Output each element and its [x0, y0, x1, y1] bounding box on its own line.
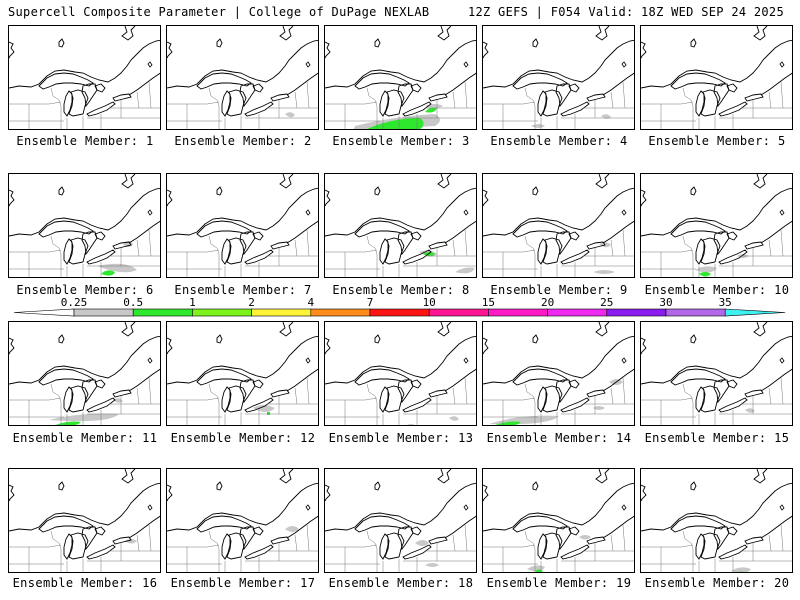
ensemble-member-label: Ensemble Member: 10 — [644, 283, 790, 297]
ensemble-member-map-2 — [166, 25, 319, 130]
colorbar-segment — [665, 308, 726, 317]
ensemble-member-map-10 — [640, 173, 793, 278]
colorbar-segment — [310, 308, 371, 317]
ensemble-member-label: Ensemble Member: 3 — [332, 134, 470, 148]
great-lakes-map — [167, 469, 318, 572]
ensemble-member-map-12 — [166, 321, 319, 426]
great-lakes-map — [325, 174, 476, 277]
great-lakes-map — [9, 322, 160, 425]
colorbar-tick-label: 10 — [422, 296, 436, 309]
ensemble-member-map-17 — [166, 468, 319, 573]
colorbar-tick-label: 2 — [248, 296, 255, 309]
great-lakes-map — [325, 322, 476, 425]
colorbar-segment — [251, 308, 312, 317]
great-lakes-map — [325, 26, 476, 129]
ensemble-member-map-15 — [640, 321, 793, 426]
ensemble-member-label: Ensemble Member: 20 — [644, 576, 790, 590]
ensemble-member-label: Ensemble Member: 4 — [490, 134, 628, 148]
great-lakes-map — [641, 469, 792, 572]
colorbar-segment — [428, 308, 489, 317]
ensemble-member-map-20 — [640, 468, 793, 573]
colorbar-segment — [488, 308, 548, 317]
ensemble-member-label: Ensemble Member: 2 — [174, 134, 312, 148]
colorbar-tick-label: 20 — [540, 296, 555, 309]
ensemble-member-map-8 — [324, 173, 477, 278]
ensemble-member-map-7 — [166, 173, 319, 278]
ensemble-member-label: Ensemble Member: 16 — [12, 576, 158, 590]
colorbar-segment — [606, 308, 667, 317]
ensemble-member-map-6 — [8, 173, 161, 278]
ensemble-member-map-19 — [482, 468, 635, 573]
ensemble-member-label: Ensemble Member: 9 — [490, 283, 628, 297]
great-lakes-map — [9, 174, 160, 277]
colorbar-segment — [547, 308, 608, 317]
colorbar-segment — [369, 308, 430, 317]
ensemble-member-label: Ensemble Member: 1 — [16, 134, 154, 148]
colorbar-tick-label: 1 — [189, 296, 196, 309]
great-lakes-map — [9, 469, 160, 572]
ensemble-member-map-16 — [8, 468, 161, 573]
great-lakes-map — [483, 322, 634, 425]
ensemble-member-map-9 — [482, 173, 635, 278]
ensemble-member-label: Ensemble Member: 18 — [328, 576, 474, 590]
colorbar-tick-label: 0.25 — [60, 296, 88, 309]
ensemble-member-label: Ensemble Member: 17 — [170, 576, 316, 590]
colorbar-tick-label: 30 — [659, 296, 673, 309]
ensemble-member-map-18 — [324, 468, 477, 573]
map-title: Supercell Composite Parameter | College … — [8, 5, 430, 19]
ensemble-member-label: Ensemble Member: 14 — [486, 431, 632, 445]
colorbar-segment — [73, 308, 134, 317]
ensemble-member-label: Ensemble Member: 13 — [328, 431, 474, 445]
ensemble-member-map-13 — [324, 321, 477, 426]
ensemble-member-label: Ensemble Member: 5 — [648, 134, 786, 148]
ensemble-member-label: Ensemble Member: 11 — [12, 431, 158, 445]
colorbar-tick-label: 15 — [481, 296, 496, 309]
colorbar-min-arrow — [13, 308, 75, 317]
colorbar-tick-label: 4 — [307, 296, 315, 309]
ensemble-member-label: Ensemble Member: 7 — [174, 283, 312, 297]
colorbar-tick-label: 0.5 — [123, 296, 144, 309]
ensemble-member-label: Ensemble Member: 12 — [170, 431, 316, 445]
great-lakes-map — [483, 469, 634, 572]
ensemble-member-map-1 — [8, 25, 161, 130]
great-lakes-map — [167, 26, 318, 129]
great-lakes-map — [641, 26, 792, 129]
ensemble-member-map-14 — [482, 321, 635, 426]
colorbar-segment — [132, 308, 193, 317]
colorbar-segment — [192, 308, 252, 317]
ensemble-member-map-3 — [324, 25, 477, 130]
great-lakes-map — [325, 469, 476, 572]
colorbar-tick-label: 35 — [718, 296, 732, 309]
ensemble-member-map-4 — [482, 25, 635, 130]
great-lakes-map — [641, 174, 792, 277]
scp-colorbar — [13, 308, 786, 317]
colorbar-max-arrow — [724, 308, 786, 317]
ensemble-member-label: Ensemble Member: 19 — [486, 576, 632, 590]
colorbar-tick-label: 25 — [600, 296, 614, 309]
ensemble-member-map-11 — [8, 321, 161, 426]
ensemble-member-label: Ensemble Member: 15 — [644, 431, 790, 445]
ensemble-member-label: Ensemble Member: 8 — [332, 283, 470, 297]
great-lakes-map — [9, 26, 160, 129]
colorbar-tick-label: 7 — [366, 296, 374, 309]
great-lakes-map — [483, 174, 634, 277]
ensemble-member-label: Ensemble Member: 6 — [16, 283, 154, 297]
great-lakes-map — [483, 26, 634, 129]
great-lakes-map — [167, 322, 318, 425]
great-lakes-map — [641, 322, 792, 425]
great-lakes-map — [167, 174, 318, 277]
ensemble-member-map-5 — [640, 25, 793, 130]
model-run-info: 12Z GEFS | F054 Valid: 18Z WED SEP 24 20… — [467, 5, 784, 19]
